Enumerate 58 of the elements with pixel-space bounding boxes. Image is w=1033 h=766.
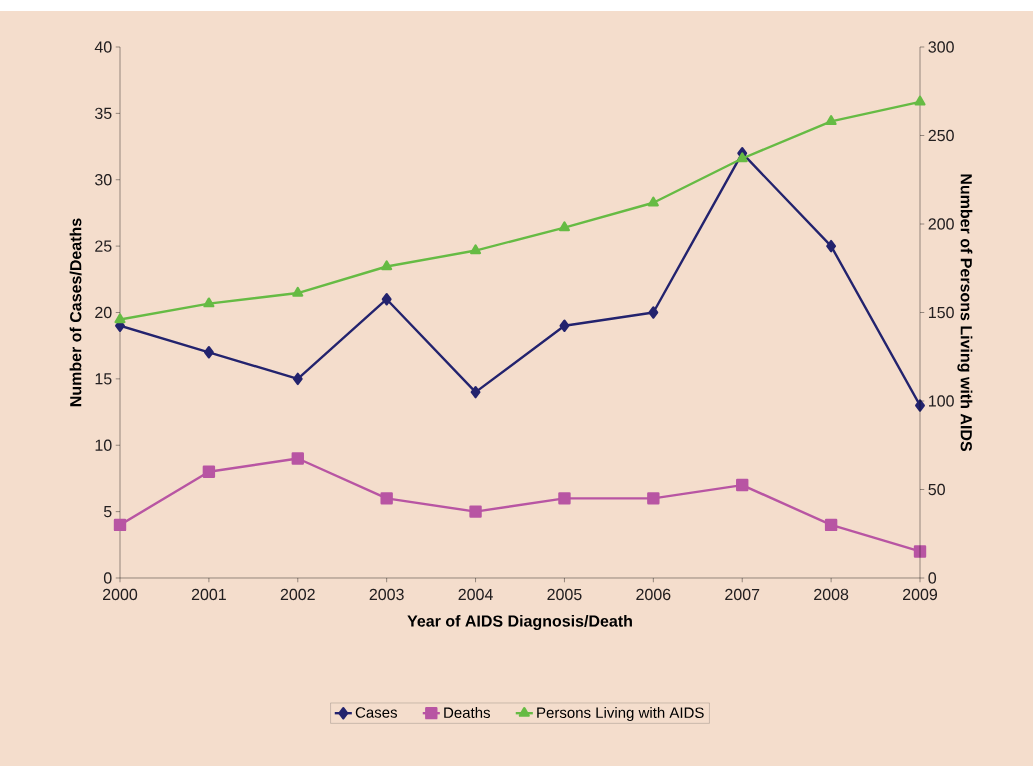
point xyxy=(826,239,837,253)
x-tick-label: 2001 xyxy=(191,588,226,601)
point xyxy=(113,518,127,532)
point xyxy=(203,297,215,308)
x-tick-label: 2008 xyxy=(814,588,849,601)
point xyxy=(292,286,304,297)
x-tick-label: 2000 xyxy=(103,588,138,601)
point xyxy=(292,372,303,386)
point xyxy=(647,196,659,207)
x-axis-title: Year of AIDS Diagnosis/Death xyxy=(407,615,632,630)
point xyxy=(824,518,838,532)
y2-tick-label: 150 xyxy=(929,306,954,319)
point xyxy=(470,244,482,255)
point xyxy=(470,385,481,399)
point xyxy=(558,221,570,232)
point xyxy=(736,478,749,492)
point xyxy=(202,465,216,478)
point xyxy=(469,505,482,518)
point xyxy=(381,293,392,306)
y2-tick-label: 250 xyxy=(928,129,954,142)
y2-tick-label: 100 xyxy=(929,395,954,407)
y-tick-label: 15 xyxy=(95,373,112,385)
point xyxy=(736,152,748,163)
y-tick-label: 5 xyxy=(103,506,112,518)
y-tick-label: 40 xyxy=(94,41,112,53)
point xyxy=(914,95,926,106)
x-tick-label: 2003 xyxy=(369,588,404,601)
x-tick-label: 2005 xyxy=(547,588,582,601)
y-tick-label: 25 xyxy=(95,240,112,252)
y-tick-label: 0 xyxy=(103,572,112,584)
point xyxy=(825,115,837,126)
y2-tick-label: 200 xyxy=(928,218,954,230)
y-tick-label: 20 xyxy=(95,306,112,319)
y2-axis-title: Number of Persons Living with AIDS xyxy=(957,174,973,451)
y-tick-label: 35 xyxy=(95,107,112,120)
legend-label: Cases xyxy=(355,707,397,718)
point xyxy=(114,313,126,324)
y2-tick-label: 50 xyxy=(928,483,945,496)
y-axis-title: Number of Cases/Deaths xyxy=(69,218,82,407)
x-tick-label: 2007 xyxy=(725,588,760,601)
y2-tick-label: 300 xyxy=(928,41,954,53)
x-tick-label: 2002 xyxy=(280,588,315,601)
legend-label: Deaths xyxy=(444,706,490,718)
point xyxy=(203,346,214,359)
point xyxy=(291,452,304,465)
y2-tick-label: 0 xyxy=(928,572,937,584)
point xyxy=(558,492,571,505)
point xyxy=(559,319,570,332)
point xyxy=(647,492,660,505)
point xyxy=(380,492,393,505)
point xyxy=(648,306,659,319)
y-tick-label: 10 xyxy=(95,439,112,451)
x-tick-label: 2006 xyxy=(636,588,671,601)
x-tick-label: 2009 xyxy=(903,588,938,601)
point xyxy=(381,260,393,271)
legend-label: Persons Living with AIDS xyxy=(537,706,704,721)
x-tick-label: 2004 xyxy=(458,588,493,601)
y-tick-label: 30 xyxy=(95,174,112,186)
